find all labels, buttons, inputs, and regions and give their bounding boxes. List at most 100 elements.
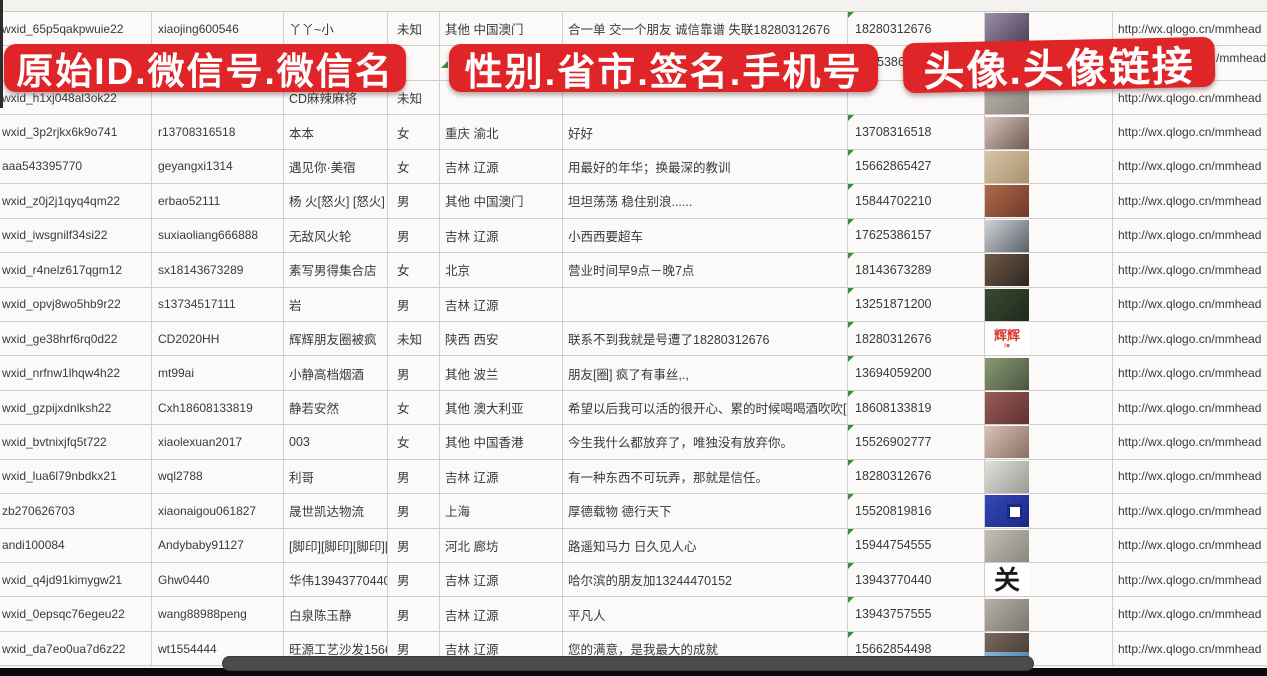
cell-url[interactable]: http://wx.qlogo.cn/mmhead xyxy=(1113,184,1267,217)
cell-gender[interactable]: 男 xyxy=(388,494,440,528)
cell-avatar[interactable] xyxy=(985,494,1113,528)
cell-url[interactable]: http://wx.qlogo.cn/mmhead xyxy=(1113,288,1267,321)
cell-avatar[interactable] xyxy=(985,287,1113,321)
cell-gender[interactable]: 女 xyxy=(388,149,440,184)
avatar-image[interactable] xyxy=(985,426,1029,459)
cell-gender[interactable]: 男 xyxy=(388,218,440,253)
cell-avatar[interactable] xyxy=(985,597,1113,631)
cell-gender[interactable]: 男 xyxy=(388,459,440,494)
cell-nickname[interactable]: 003 xyxy=(284,425,388,459)
cell-gender[interactable]: 男 xyxy=(388,184,440,218)
cell-nickname[interactable]: 丫丫~小 xyxy=(284,12,388,46)
cell-phone[interactable]: 15662854498 xyxy=(848,631,985,666)
cell-wxid[interactable]: wxid_3p2rjkx6k9o741 xyxy=(0,115,152,149)
cell-account[interactable]: xiaonaigou061827 xyxy=(152,494,284,528)
cell-region[interactable]: 北京 xyxy=(440,253,563,287)
cell-region[interactable]: 吉林 辽源 xyxy=(440,459,563,494)
cell-phone[interactable]: 15844702210 xyxy=(848,184,985,218)
cell-phone[interactable]: 15944754555 xyxy=(848,528,985,562)
cell-account[interactable]: wang88988peng xyxy=(152,597,284,631)
cell-account[interactable]: wt1554444 xyxy=(152,631,284,666)
cell-region[interactable]: 吉林 辽源 xyxy=(440,631,563,666)
cell-phone[interactable]: 18280312676 xyxy=(848,12,985,46)
cell-avatar[interactable] xyxy=(985,218,1113,253)
cell-phone[interactable]: 13943757555 xyxy=(848,597,985,631)
cell-url[interactable]: http://wx.qlogo.cn/mmhead xyxy=(1113,356,1267,389)
cell-region[interactable]: 其他 中国香港 xyxy=(440,425,563,459)
cell-nickname[interactable]: CD麻辣麻将 xyxy=(284,80,388,115)
cell-nickname[interactable]: 杨 火[怒火] [怒火] xyxy=(284,184,388,218)
cell-phone[interactable]: 13694059200 xyxy=(848,356,985,390)
cell-region[interactable]: 其他 澳大利亚 xyxy=(440,390,563,425)
cell-region[interactable]: 吉林 辽源 xyxy=(440,563,563,597)
cell-region[interactable]: 其他 波兰 xyxy=(440,356,563,390)
avatar-image[interactable] xyxy=(985,185,1029,218)
cell-url[interactable]: http://wx.qlogo.cn/mmhead xyxy=(1113,425,1267,458)
cell-url[interactable]: http://wx.qlogo.cn/mmhead xyxy=(1113,150,1267,183)
cell-nickname[interactable]: 遇见你·美宿 xyxy=(284,149,388,184)
cell-url[interactable]: http://wx.qlogo.cn/mmhead xyxy=(1113,632,1267,665)
cell-gender[interactable]: 女 xyxy=(388,253,440,287)
cell-account[interactable]: erbao52111 xyxy=(152,184,284,218)
avatar-image[interactable] xyxy=(985,392,1029,425)
cell-phone[interactable]: 13708316518 xyxy=(848,115,985,149)
cell-signature[interactable]: 有一种东西不可玩弄，那就是信任。 xyxy=(563,459,848,494)
avatar-image[interactable] xyxy=(985,495,1029,528)
cell-gender[interactable]: 未知 xyxy=(388,80,440,115)
cell-account[interactable]: Cxh18608133819 xyxy=(152,390,284,425)
cell-account[interactable]: r13708316518 xyxy=(152,115,284,149)
cell-avatar[interactable] xyxy=(985,528,1113,562)
cell-region[interactable]: 上海 xyxy=(440,494,563,528)
cell-nickname[interactable]: 白泉陈玉静 xyxy=(284,597,388,631)
cell-wxid[interactable]: wxid_z0j2j1qyq4qm22 xyxy=(0,184,152,218)
cell-wxid[interactable]: wxid_0epsqc76egeu22 xyxy=(0,597,152,631)
cell-account[interactable]: suxiaoliang666888 xyxy=(152,218,284,253)
cell-avatar[interactable] xyxy=(985,459,1113,494)
cell-region[interactable]: 河北 廊坊 xyxy=(440,528,563,562)
cell-nickname[interactable]: 小静高档烟酒 xyxy=(284,356,388,390)
cell-account[interactable]: CD2020HH xyxy=(152,321,284,356)
cell-signature[interactable]: 营业时间早9点－晚7点 xyxy=(563,253,848,287)
cell-wxid[interactable]: wxid_bvtnixjfq5t722 xyxy=(0,425,152,459)
cell-avatar[interactable]: 关 xyxy=(985,563,1113,597)
cell-url[interactable]: http://wx.qlogo.cn/mmhead xyxy=(1113,563,1267,596)
cell-region[interactable]: 吉林 辽源 xyxy=(440,218,563,253)
cell-nickname[interactable]: [脚印][脚印][脚印][脚印 xyxy=(284,528,388,562)
cell-wxid[interactable]: wxid_gzpijxdnlksh22 xyxy=(0,390,152,425)
cell-gender[interactable]: 男 xyxy=(388,356,440,390)
cell-account[interactable]: Ghw0440 xyxy=(152,563,284,597)
cell-avatar[interactable]: 辉辉 I♥ xyxy=(985,321,1113,356)
cell-url[interactable]: http://wx.qlogo.cn/mmhead xyxy=(1113,219,1267,252)
cell-gender[interactable]: 女 xyxy=(388,390,440,425)
cell-nickname[interactable]: 华伟13943770440 xyxy=(284,563,388,597)
cell-region[interactable]: 其他 中国澳门 xyxy=(440,184,563,218)
cell-phone[interactable]: 13251871200 xyxy=(848,287,985,321)
avatar-image[interactable] xyxy=(985,598,1029,631)
cell-url[interactable]: http://wx.qlogo.cn/mmhead xyxy=(1113,81,1267,114)
cell-account[interactable] xyxy=(152,80,284,115)
cell-phone[interactable]: 15520819816 xyxy=(848,494,985,528)
cell-phone[interactable]: 15526902777 xyxy=(848,425,985,459)
cell-signature[interactable] xyxy=(563,287,848,321)
cell-wxid[interactable]: wxid_q4jd91kimygw21 xyxy=(0,563,152,597)
cell-wxid[interactable]: wxid_65p5qakpwuie22 xyxy=(0,12,152,46)
cell-phone[interactable] xyxy=(848,80,985,115)
avatar-image[interactable] xyxy=(985,219,1029,252)
cell-region[interactable]: 重庆 渝北 xyxy=(440,115,563,149)
cell-signature[interactable]: 平凡人 xyxy=(563,597,848,631)
cell-signature[interactable]: 今生我什么都放弃了，唯独没有放弃你。 xyxy=(563,425,848,459)
cell-url[interactable]: http://wx.qlogo.cn/mmhead xyxy=(1113,494,1267,527)
cell-signature[interactable]: 哈尔滨的朋友加13244470152 xyxy=(563,563,848,597)
avatar-image[interactable] xyxy=(985,254,1029,287)
cell-url[interactable]: http://wx.qlogo.cn/mmhead xyxy=(1113,12,1267,45)
cell-nickname[interactable]: 晟世凯达物流 xyxy=(284,494,388,528)
cell-phone[interactable]: 18143673289 xyxy=(848,253,985,287)
cell-wxid[interactable]: wxid_h1xj048al3ok22 xyxy=(0,80,152,115)
cell-signature[interactable]: 路遥知马力 日久见人心 xyxy=(563,528,848,562)
cell-wxid[interactable]: aaa543395770 xyxy=(0,149,152,184)
cell-url[interactable]: http://wx.qlogo.cn/mmhead xyxy=(1113,322,1267,355)
cell-url[interactable]: http://wx.qlogo.cn/mmhead xyxy=(1113,253,1267,286)
cell-avatar[interactable] xyxy=(985,149,1113,184)
cell-gender[interactable]: 男 xyxy=(388,631,440,666)
cell-phone[interactable]: 13943770440 xyxy=(848,563,985,597)
